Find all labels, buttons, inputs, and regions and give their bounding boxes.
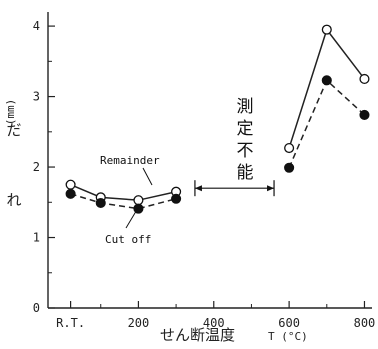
x-tick-label: 600: [278, 316, 300, 330]
series-line: [288, 28, 366, 149]
series-label-cutoff: Cut off: [105, 233, 151, 246]
y-tick-label: 0: [33, 301, 40, 315]
unmeasurable-arrow-left: [194, 185, 202, 192]
data-point-filled: [95, 197, 106, 209]
data-point-filled: [65, 188, 76, 199]
series-line: [70, 183, 177, 201]
data-point-open: [65, 179, 76, 190]
series-label-leader: [142, 167, 153, 186]
data-point-open: [359, 73, 370, 85]
series-line: [288, 79, 365, 169]
x-tick-label: 400: [203, 316, 225, 330]
unmeasurable-label: 測定不能: [237, 97, 254, 183]
y-tick-label: 1: [33, 231, 40, 245]
series-line: [70, 193, 177, 210]
y-tick-label: 2: [33, 160, 40, 174]
data-point-filled: [359, 109, 370, 120]
data-point-filled: [171, 193, 182, 204]
data-point-open: [133, 195, 144, 206]
y-axis-title: れだ: [6, 121, 21, 209]
x-tick-label: 200: [128, 316, 150, 330]
data-point-open: [321, 24, 332, 35]
y-tick-label: 4: [33, 19, 40, 33]
data-point-open: [284, 142, 295, 154]
y-tick-label: 3: [33, 90, 40, 104]
data-point-filled: [321, 75, 332, 86]
series-label-remainder: Remainder: [100, 154, 160, 167]
y-axis-unit: (mm): [4, 99, 17, 126]
x-tick-label: R.T.: [56, 316, 85, 330]
series-label-leader: [125, 207, 139, 229]
x-axis-unit: T (°C): [268, 330, 308, 343]
x-axis-title: せん断温度: [160, 326, 235, 344]
x-tick-label: 800: [354, 316, 376, 330]
data-point-filled: [284, 162, 295, 173]
unmeasurable-arrow-right: [267, 185, 275, 192]
